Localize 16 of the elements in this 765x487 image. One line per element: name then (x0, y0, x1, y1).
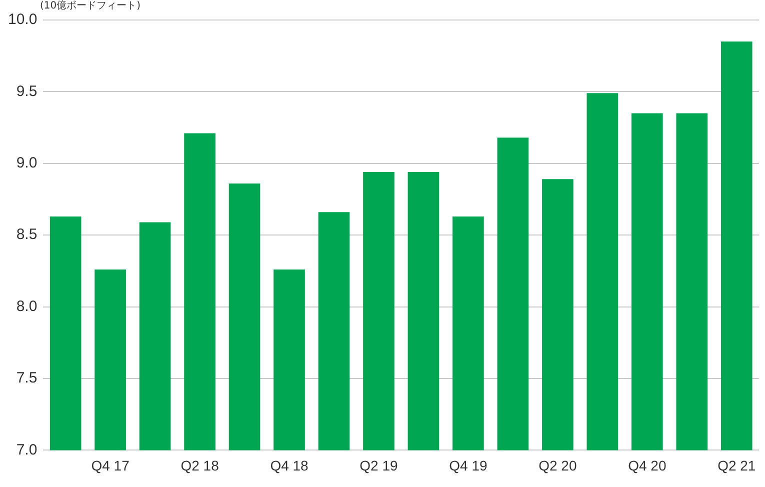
x-tick-label: Q4 20 (628, 457, 666, 474)
x-tick-label: Q2 21 (718, 457, 756, 474)
y-axis-title: (10億ボードフィート) (40, 0, 141, 12)
x-tick-label: Q2 18 (180, 457, 220, 474)
x-tick-label: Q2 20 (538, 457, 577, 474)
y-tick-label: 7.5 (16, 370, 38, 387)
x-tick-label: Q2 19 (360, 457, 398, 474)
y-tick-label: 8.5 (16, 226, 38, 244)
y-tick-label: 10.0 (8, 11, 38, 28)
x-tick-label: Q4 18 (270, 457, 309, 474)
x-tick-label: Q4 19 (449, 457, 488, 474)
x-tick-label: Q4 17 (91, 457, 130, 474)
y-tick-label: 8.0 (16, 298, 38, 315)
y-tick-label: 9.5 (16, 82, 38, 100)
y-tick-label: 7.0 (16, 441, 38, 458)
y-tick-label: 9.0 (16, 154, 38, 172)
